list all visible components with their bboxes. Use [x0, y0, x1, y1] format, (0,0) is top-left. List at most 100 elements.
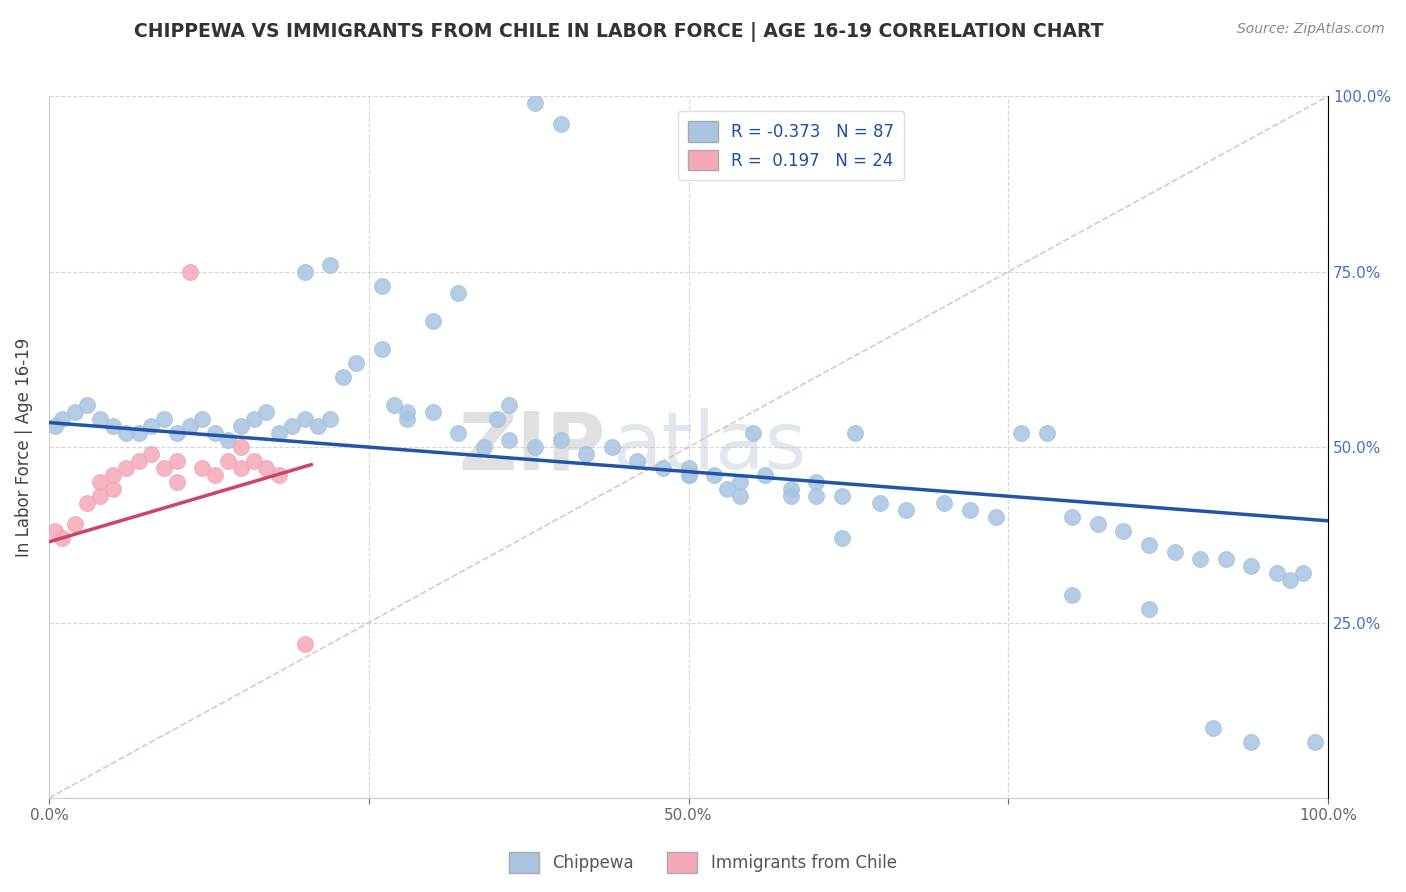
Point: [269, 468, 291, 483]
Point: [370, 342, 392, 356]
Point: [1202, 721, 1225, 735]
Point: [44, 419, 66, 434]
Point: [89, 489, 111, 503]
Point: [191, 461, 214, 475]
Point: [1062, 587, 1084, 601]
Point: [600, 440, 623, 454]
Point: [114, 461, 136, 475]
Point: [1240, 735, 1263, 749]
Point: [498, 398, 520, 412]
Point: [254, 405, 277, 419]
Point: [101, 482, 124, 496]
Point: [780, 489, 803, 503]
Point: [191, 412, 214, 426]
Point: [652, 461, 675, 475]
Point: [831, 532, 853, 546]
Point: [575, 447, 598, 461]
Point: [1062, 510, 1084, 524]
Point: [806, 489, 828, 503]
Point: [229, 419, 252, 434]
Point: [806, 475, 828, 490]
Point: [254, 461, 277, 475]
Point: [204, 425, 226, 440]
Point: [44, 524, 66, 539]
Point: [780, 482, 803, 496]
Point: [498, 433, 520, 447]
Point: [319, 258, 342, 272]
Point: [89, 412, 111, 426]
Point: [485, 412, 508, 426]
Point: [1035, 425, 1057, 440]
Point: [396, 412, 419, 426]
Point: [550, 433, 572, 447]
Point: [51, 532, 73, 546]
Point: [396, 405, 419, 419]
Point: [294, 265, 316, 279]
Point: [550, 117, 572, 131]
Legend: Chippewa, Immigrants from Chile: Chippewa, Immigrants from Chile: [502, 846, 904, 880]
Point: [76, 496, 98, 510]
Point: [678, 468, 700, 483]
Point: [678, 468, 700, 483]
Point: [716, 482, 738, 496]
Point: [728, 475, 751, 490]
Point: [269, 425, 291, 440]
Point: [332, 370, 354, 384]
Point: [1189, 552, 1212, 566]
Point: [831, 489, 853, 503]
Point: [166, 475, 188, 490]
Point: [422, 314, 444, 328]
Point: [472, 440, 495, 454]
Point: [984, 510, 1007, 524]
Legend: R = -0.373   N = 87, R =  0.197   N = 24: R = -0.373 N = 87, R = 0.197 N = 24: [678, 112, 904, 180]
Point: [959, 503, 981, 517]
Point: [319, 412, 342, 426]
Point: [89, 475, 111, 490]
Point: [242, 412, 264, 426]
Point: [1112, 524, 1135, 539]
Point: [217, 433, 239, 447]
Point: [166, 454, 188, 468]
Point: [294, 637, 316, 651]
Point: [1163, 545, 1185, 559]
Point: [1265, 566, 1288, 581]
Point: [1087, 517, 1109, 532]
Point: [101, 419, 124, 434]
Point: [307, 419, 329, 434]
Point: [626, 454, 648, 468]
Point: [741, 425, 763, 440]
Point: [229, 461, 252, 475]
Point: [754, 468, 776, 483]
Point: [294, 412, 316, 426]
Point: [76, 398, 98, 412]
Point: [128, 425, 150, 440]
Point: [242, 454, 264, 468]
Point: [703, 468, 725, 483]
Point: [447, 285, 470, 300]
Point: [370, 278, 392, 293]
Point: [51, 412, 73, 426]
Point: [382, 398, 405, 412]
Text: atlas: atlas: [612, 409, 806, 486]
Point: [63, 405, 86, 419]
Point: [1240, 559, 1263, 574]
Point: [101, 468, 124, 483]
Point: [166, 425, 188, 440]
Point: [844, 425, 866, 440]
Text: ZIP: ZIP: [458, 409, 606, 486]
Point: [422, 405, 444, 419]
Y-axis label: In Labor Force | Age 16-19: In Labor Force | Age 16-19: [15, 337, 32, 557]
Point: [934, 496, 956, 510]
Point: [1137, 538, 1160, 552]
Point: [869, 496, 891, 510]
Point: [344, 356, 367, 370]
Point: [1305, 735, 1327, 749]
Text: Source: ZipAtlas.com: Source: ZipAtlas.com: [1237, 22, 1385, 37]
Point: [447, 425, 470, 440]
Point: [1010, 425, 1032, 440]
Point: [179, 419, 201, 434]
Point: [524, 440, 547, 454]
Point: [153, 412, 176, 426]
Point: [728, 489, 751, 503]
Point: [179, 265, 201, 279]
